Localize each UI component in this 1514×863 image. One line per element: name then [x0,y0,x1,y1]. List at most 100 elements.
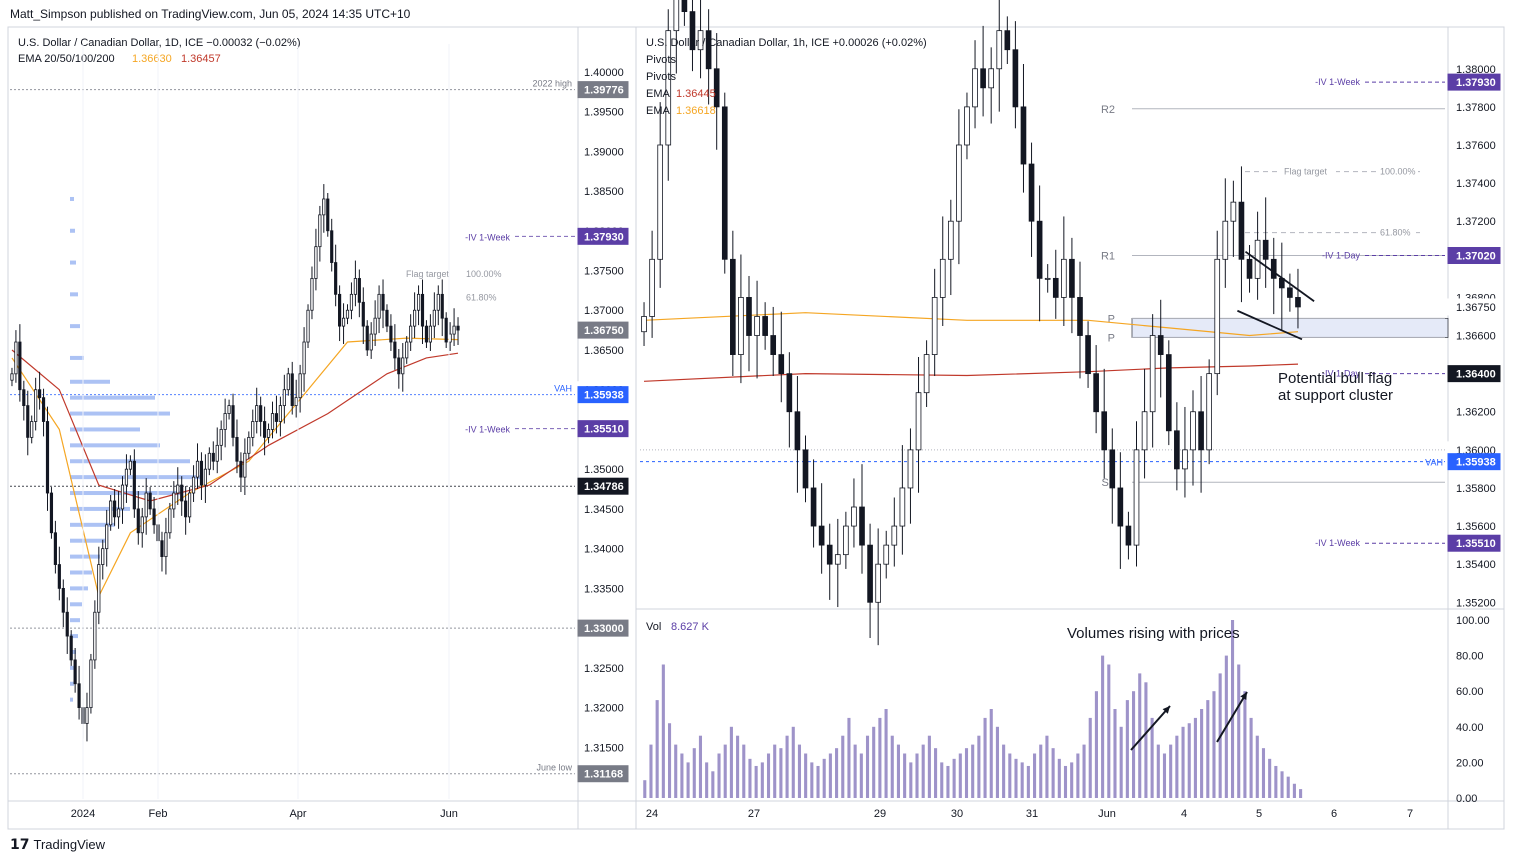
candle-body-h-14 [754,316,760,336]
candle-body-d-70 [286,373,290,391]
daily-x-tick-1: Feb [149,808,168,820]
daily-title: U.S. Dollar / Canadian Dollar, 1D, ICE −… [18,37,300,49]
volume-y-tick-0: 100.00 [1456,615,1490,627]
level-label-d-3: -IV 1-Week [465,425,510,435]
candle-body-d-21 [93,611,97,661]
hourly-y-tick-3: 1.37400 [1456,178,1496,190]
daily-x-tick-3: Jun [440,808,458,820]
bull-flag-annotation-2: at support cluster [1278,387,1393,404]
candle-body-d-45 [188,492,192,518]
daily-x-tick-2: Apr [289,808,306,820]
volume-bar-19 [760,762,764,798]
volume-bar-16 [742,744,746,798]
volume-annotation: Volumes rising with prices [1067,625,1240,642]
candle-body-h-6 [689,11,696,51]
candle-body-h-68 [1190,411,1196,451]
daily-price-tag-0 [577,81,629,99]
candle-body-d-79 [322,198,326,216]
volume-bar-6 [680,753,684,798]
daily-chart: 2022 high -IV 1-Week VAH -IV 1-Week June low… [10,37,629,820]
volume-bar-62 [1026,765,1030,798]
ema-red-hourly [643,363,1299,382]
candle-body-h-66 [1174,430,1180,470]
volume-bar-22 [779,748,783,798]
hourly-y-tick-6: 1.36600 [1456,331,1496,343]
volume-bar-102 [1274,765,1278,798]
volume-bar-53 [971,744,975,798]
hourly-x-tick-9: 7 [1407,808,1413,820]
flag-618-pct-hourly: 61.80% [1380,228,1411,238]
volume-bar-43 [909,762,913,798]
flag-target-label-daily: Flag target [406,269,450,279]
daily-price-tag-label-0: 1.39776 [584,85,624,97]
volume-bar-15 [736,735,740,798]
daily-y-tick-0: 1.40000 [584,67,624,79]
volume-bar-97 [1243,691,1247,798]
candle-body-h-37 [939,258,946,298]
candle-body-h-78 [1270,258,1277,279]
volume-bar-69 [1070,762,1074,798]
candle-body-h-45 [1004,30,1011,51]
candle-body-d-15 [69,635,73,661]
candle-body-d-58 [239,460,243,478]
daily-y-tick-17: 1.31500 [584,742,624,754]
volume-bar-99 [1255,735,1259,798]
volume-bar-40 [890,735,894,798]
candle-body-d-29 [124,468,129,486]
candle-body-h-77 [1262,239,1269,260]
hourly-legend-ema-1: EMA [646,88,671,100]
volume-bar-50 [952,758,956,798]
level-label-d-2: VAH [554,384,572,394]
hourly-x-tick-5: Jun [1098,808,1116,820]
candle-body-h-38 [947,220,954,260]
volume-bar-45 [921,744,925,798]
candle-body-h-44 [996,30,1003,70]
hourly-x-tick-0: 24 [646,808,658,820]
candle-body-h-27 [859,506,865,546]
candle-body-d-14 [65,611,69,637]
candle-body-d-76 [310,278,314,311]
candle-body-d-20 [89,659,93,709]
volume-bar-7 [686,762,690,798]
volume-bar-33 [847,717,851,798]
volume-bar-76 [1113,709,1117,798]
volume-profile-bar-22 [70,634,78,639]
candle-body-d-110 [444,317,448,343]
volume-bar-96 [1237,664,1241,798]
ema-orange-hourly [643,312,1299,337]
candle-body-d-13 [61,587,65,613]
daily-ema-value-2: 1.36457 [181,53,221,65]
volume-bar-3 [661,664,665,798]
volume-profile-bar-4 [70,324,80,329]
volume-arrow-head-1 [1240,692,1247,700]
volume-bar-103 [1280,771,1284,798]
candle-body-d-38 [160,540,164,558]
candle-body-h-1 [649,258,655,317]
volume-bar-78 [1125,700,1129,798]
volume-bar-90 [1200,709,1204,798]
volume-bar-48 [940,762,944,798]
hourly-price-tag-label-6: 1.35510 [1456,538,1496,550]
footer: 𝟭𝟳 TradingView [10,836,105,853]
volume-bar-29 [822,758,826,798]
candle-body-d-103 [416,293,421,311]
hourly-x-tick-6: 4 [1181,808,1187,820]
candle-body-d-33 [140,516,144,534]
candle-body-h-49 [1036,220,1043,279]
candle-body-d-43 [180,484,184,502]
candle-body-h-28 [867,544,873,603]
candle-body-h-70 [1206,373,1212,451]
volume-label: Vol [646,621,661,633]
volume-profile-bar-19 [70,586,88,591]
candle-body-h-74 [1238,201,1245,260]
candle-body-d-109 [440,293,444,319]
candle-body-h-51 [1052,277,1059,298]
candle-body-h-52 [1061,258,1067,298]
volume-bar-46 [927,735,931,798]
candle-body-d-67 [274,413,279,422]
brand-name: TradingView [33,837,106,852]
volume-bar-41 [896,744,900,798]
candle-body-d-56 [231,405,235,438]
candle-body-h-18 [786,373,793,413]
